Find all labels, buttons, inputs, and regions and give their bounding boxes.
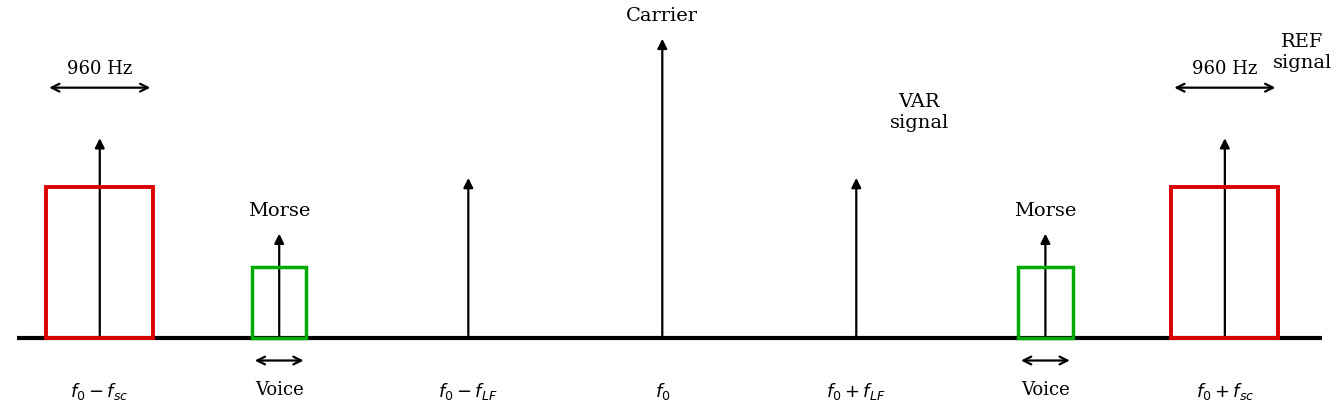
Text: $f_0 + f_{sc}$: $f_0 + f_{sc}$ — [1196, 380, 1254, 401]
Bar — [1019, 267, 1073, 338]
Text: Morse: Morse — [1015, 201, 1077, 219]
Text: $f_0 - f_{LF}$: $f_0 - f_{LF}$ — [438, 380, 499, 401]
Text: Morse: Morse — [249, 201, 310, 219]
Text: REF
signal: REF signal — [1273, 33, 1332, 72]
Text: 960 Hz: 960 Hz — [67, 60, 133, 78]
Text: 960 Hz: 960 Hz — [1192, 60, 1258, 78]
Text: Voice: Voice — [255, 380, 304, 398]
Bar — [1172, 188, 1278, 338]
Text: $f_0 - f_{sc}$: $f_0 - f_{sc}$ — [70, 380, 129, 401]
Text: VAR
signal: VAR signal — [890, 93, 949, 132]
Text: Voice: Voice — [1021, 380, 1070, 398]
Bar — [47, 188, 153, 338]
Text: Carrier: Carrier — [626, 7, 699, 25]
Text: $f_0$: $f_0$ — [655, 380, 671, 401]
Bar — [253, 267, 306, 338]
Text: $f_0 + f_{LF}$: $f_0 + f_{LF}$ — [827, 380, 886, 401]
